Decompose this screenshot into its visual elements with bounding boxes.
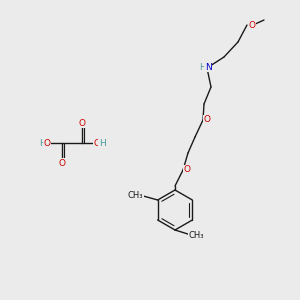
Text: O: O — [94, 140, 100, 148]
Text: O: O — [44, 140, 50, 148]
Text: O: O — [248, 20, 256, 29]
Text: CH₃: CH₃ — [188, 230, 204, 239]
Text: H: H — [99, 140, 105, 148]
Text: O: O — [184, 166, 190, 175]
Text: H: H — [199, 62, 205, 71]
Text: CH₃: CH₃ — [128, 190, 143, 200]
Text: O: O — [58, 158, 65, 167]
Text: H: H — [39, 140, 45, 148]
Text: O: O — [79, 118, 86, 127]
Text: O: O — [203, 116, 211, 124]
Text: N: N — [205, 62, 212, 71]
